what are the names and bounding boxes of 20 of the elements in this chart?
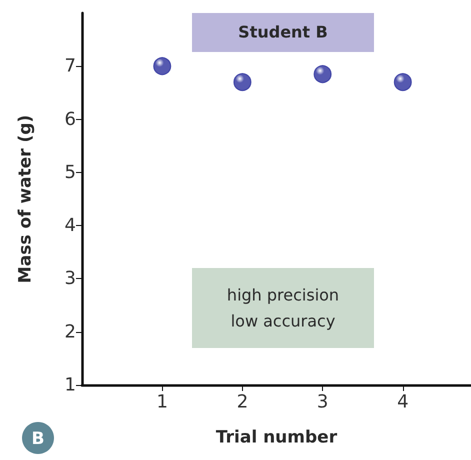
x-tick-label: 4 bbox=[397, 392, 409, 412]
annotation: high precision low accuracy bbox=[226, 286, 340, 330]
y-axis-title: Mass of water (g) bbox=[16, 114, 36, 284]
point bbox=[153, 57, 172, 76]
point bbox=[394, 73, 412, 92]
y-tick-label: 1 bbox=[64, 374, 76, 396]
x-tick-label: 2 bbox=[236, 392, 248, 412]
text: B bbox=[32, 429, 44, 449]
y-tick-label: 4 bbox=[64, 215, 76, 236]
x-tick-label: 1 bbox=[156, 392, 168, 412]
x-tick-label: 3 bbox=[316, 392, 328, 412]
point bbox=[233, 73, 252, 92]
x-axis-title: Trial number bbox=[216, 428, 338, 448]
y-tick-label: 6 bbox=[64, 108, 76, 130]
y-tick-label: 7 bbox=[64, 56, 76, 77]
y-tick-label: 3 bbox=[64, 268, 76, 290]
text: Student B bbox=[238, 22, 328, 42]
point bbox=[314, 65, 332, 84]
y-tick-label: 2 bbox=[64, 321, 76, 342]
y-tick-label: 5 bbox=[64, 162, 76, 183]
